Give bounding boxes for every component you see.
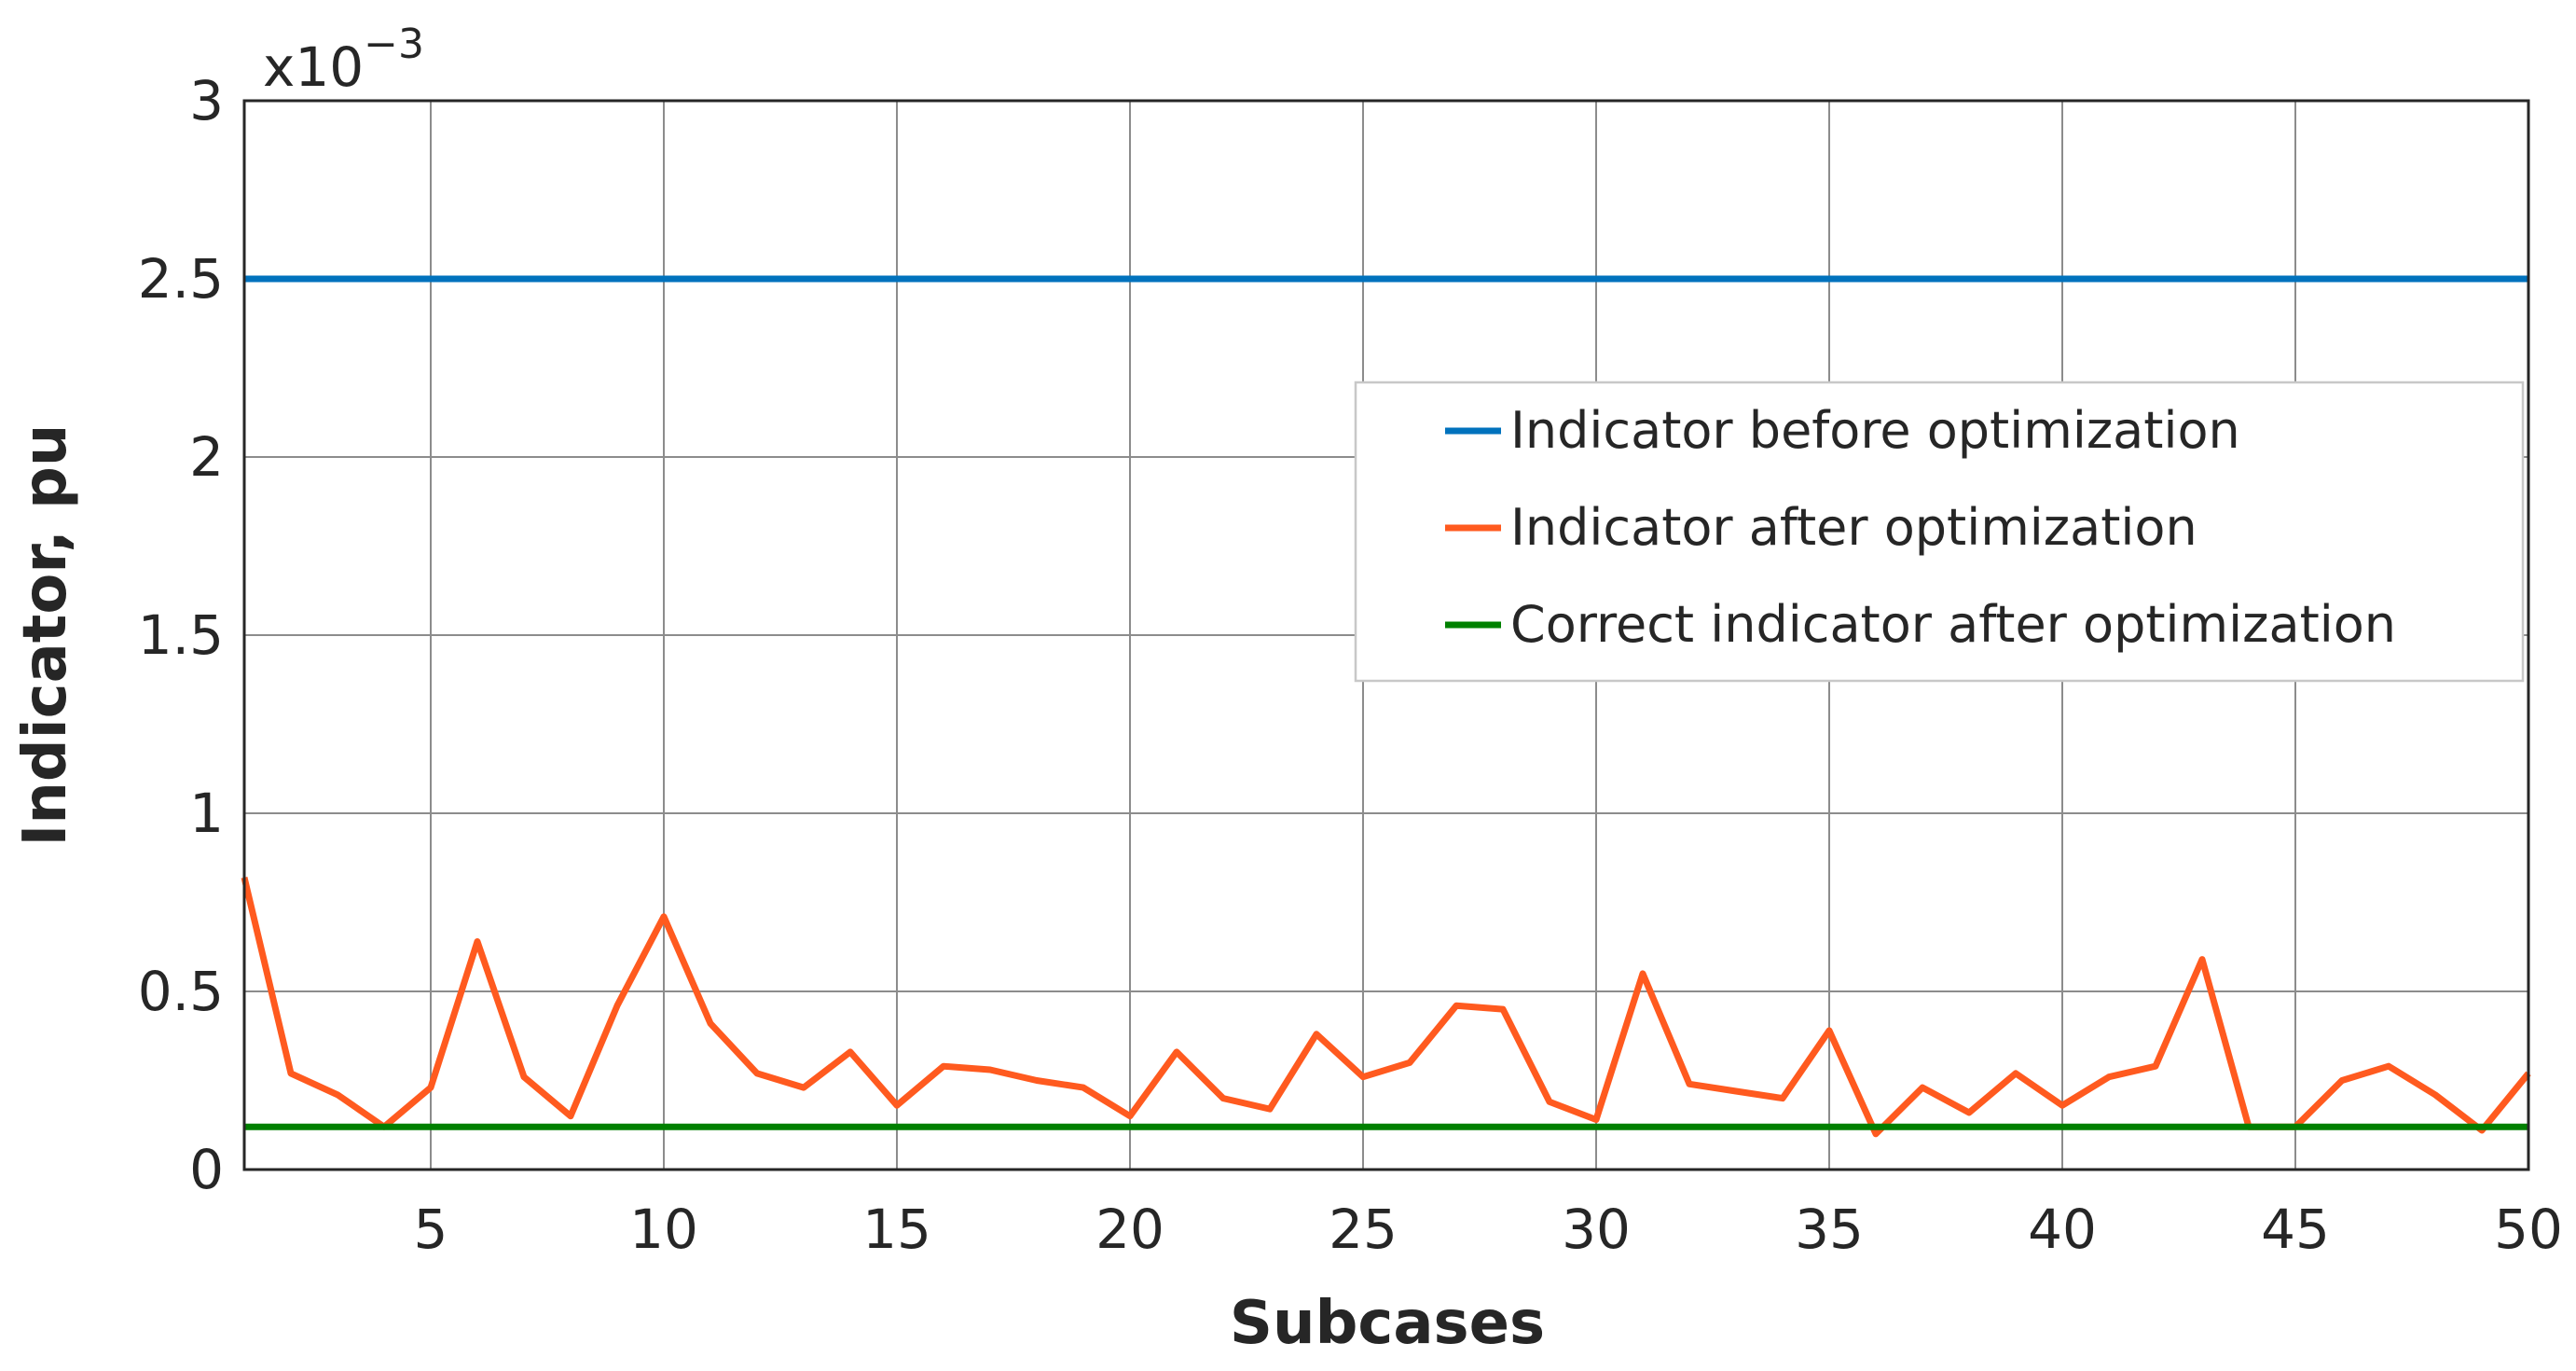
x-tick-label: 45: [2261, 1198, 2330, 1261]
y-tick-label: 2: [189, 425, 224, 489]
x-tick-label: 10: [629, 1198, 698, 1261]
plot-frame: [242, 99, 2530, 1171]
y-tick-label: 1.5: [138, 603, 224, 667]
x-tick-label: 5: [414, 1198, 448, 1261]
y-tick-labels: 0 0.5 1 1.5 2 2.5 3: [138, 69, 224, 1201]
y-multiplier-exponent: −3: [364, 21, 424, 68]
y-multiplier: x10−3: [263, 21, 424, 99]
x-axis-label: Subcases: [1230, 1289, 1545, 1358]
x-tick-label: 35: [1795, 1198, 1864, 1261]
y-tick-label: 0.5: [138, 960, 224, 1023]
y-tick-label: 0: [189, 1138, 224, 1201]
y-tick-label: 1: [189, 782, 224, 845]
y-axis-label: Indicator, pu: [11, 424, 80, 847]
y-tick-label: 3: [189, 69, 224, 132]
x-tick-label: 15: [862, 1198, 931, 1261]
legend-box: [1354, 381, 2525, 683]
legend: Indicator before optimization Indicator a…: [1354, 381, 2525, 683]
y-tick-label: 2.5: [138, 247, 224, 311]
x-tick-labels: 5 10 15 20 25 30 35 40 45 50: [414, 1198, 2563, 1261]
x-tick-label: 30: [1562, 1198, 1631, 1261]
x-tick-label: 50: [2494, 1198, 2563, 1261]
legend-label-1: Indicator before optimization: [1510, 401, 2240, 460]
series-line-2: [241, 876, 2531, 1138]
x-tick-label: 20: [1095, 1198, 1164, 1261]
series-group: [241, 275, 2531, 1138]
legend-label-2: Indicator after optimization: [1510, 498, 2197, 557]
x-tick-label: 40: [2028, 1198, 2097, 1261]
legend-items: Indicator before optimization Indicator a…: [1445, 401, 2396, 654]
legend-label-3: Correct indicator after optimization: [1510, 595, 2396, 654]
x-tick-label: 25: [1329, 1198, 1398, 1261]
y-multiplier-base: x10: [263, 35, 364, 99]
